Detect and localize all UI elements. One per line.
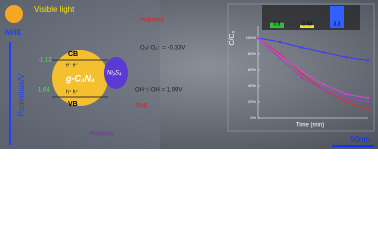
holes: h⁺ h⁺ (66, 89, 79, 95)
y-tick-label: 60% (248, 67, 256, 72)
graphic: Visible light NHE Potentials/V -1.12 1.6… (0, 0, 378, 149)
bar (270, 22, 284, 28)
cb: CB (68, 51, 78, 58)
inset-frame (227, 3, 375, 132)
electrons: e⁻ e⁻ (66, 62, 79, 68)
point (300, 76, 304, 80)
point (300, 72, 304, 76)
point (278, 56, 282, 60)
sun (5, 5, 23, 23)
line (257, 37, 369, 99)
point (344, 96, 348, 100)
y-tick-label: 100% (246, 35, 257, 40)
nhe: NHE (5, 28, 23, 37)
y-tick-label: 20% (248, 99, 256, 104)
point (366, 96, 370, 100)
x-label: Time (min) (296, 123, 324, 129)
point (344, 100, 348, 104)
dye: RhB (136, 104, 148, 110)
point (278, 54, 282, 57)
point (366, 108, 370, 112)
point (322, 83, 326, 86)
point (322, 51, 326, 54)
g-c3n4-particle (52, 50, 108, 106)
point (366, 59, 370, 62)
bar-label: 0.8 (274, 21, 281, 27)
potential: 1.64 (38, 88, 50, 94)
line (257, 37, 369, 111)
y-tick-label: 0% (250, 115, 256, 120)
point (278, 40, 282, 44)
point (300, 46, 304, 49)
bar (330, 6, 344, 28)
pollutant: Pollutant (140, 18, 164, 24)
line (257, 37, 369, 61)
vb: VB (68, 101, 78, 108)
bar (300, 25, 314, 28)
redox: OH⁻/·OH = 1.99V (135, 88, 182, 94)
ni3s4-particle (104, 57, 128, 89)
semiconductor: g-C₃N₄ (65, 73, 95, 83)
line (257, 37, 369, 103)
scale-bar: 50nm (350, 135, 370, 144)
bar-label: 3.3 (334, 21, 341, 27)
cocatalyst: Ni₃S₄ (107, 71, 122, 77)
products: Products (90, 132, 114, 138)
point (366, 100, 370, 104)
y-tick-label: 80% (248, 51, 256, 56)
point (256, 36, 260, 40)
point (344, 92, 348, 96)
bar-label: 0.43 (302, 21, 312, 27)
y-tick-label: 40% (248, 83, 256, 88)
point (300, 70, 304, 73)
redox: O₂/·O₂⁻ = -0.33V (140, 46, 185, 52)
y-label: C/C₀ (229, 30, 236, 45)
axis-label: Potentials/V (17, 73, 26, 116)
point (322, 88, 326, 92)
potential: -1.12 (38, 58, 52, 64)
sun-label: Visible light (34, 5, 75, 14)
point (344, 56, 348, 59)
